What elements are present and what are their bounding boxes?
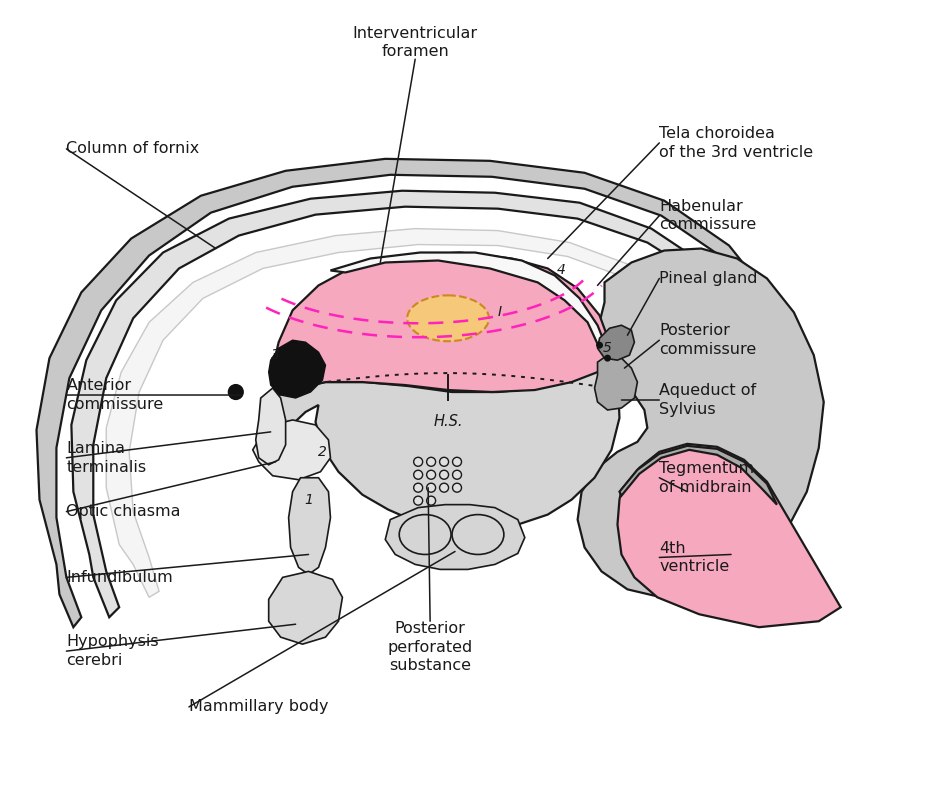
Polygon shape bbox=[385, 505, 525, 570]
Polygon shape bbox=[330, 253, 607, 350]
Text: Infundibulum: Infundibulum bbox=[66, 570, 173, 585]
Circle shape bbox=[440, 470, 448, 479]
Circle shape bbox=[414, 483, 422, 492]
Circle shape bbox=[414, 470, 422, 479]
Polygon shape bbox=[619, 446, 777, 505]
Text: 4th
ventricle: 4th ventricle bbox=[659, 541, 729, 574]
Circle shape bbox=[453, 458, 461, 466]
Polygon shape bbox=[594, 355, 637, 410]
Text: 4: 4 bbox=[557, 263, 566, 278]
Polygon shape bbox=[36, 159, 807, 627]
Text: I: I bbox=[498, 306, 502, 319]
Circle shape bbox=[453, 483, 461, 492]
Polygon shape bbox=[598, 326, 634, 360]
Polygon shape bbox=[271, 365, 619, 530]
Text: Optic chiasma: Optic chiasma bbox=[66, 504, 181, 519]
Text: Habenular
commissure: Habenular commissure bbox=[659, 199, 757, 233]
Text: Tela choroidea
of the 3rd ventricle: Tela choroidea of the 3rd ventricle bbox=[659, 126, 814, 160]
Circle shape bbox=[596, 342, 603, 349]
Circle shape bbox=[427, 483, 435, 492]
Text: Column of fornix: Column of fornix bbox=[66, 142, 200, 156]
Polygon shape bbox=[578, 249, 824, 598]
Text: 2: 2 bbox=[318, 445, 327, 459]
Text: Hypophysis
cerebri: Hypophysis cerebri bbox=[66, 634, 159, 668]
Polygon shape bbox=[72, 190, 769, 618]
Ellipse shape bbox=[452, 514, 504, 554]
Ellipse shape bbox=[407, 295, 489, 342]
Text: H.S.: H.S. bbox=[433, 414, 463, 429]
Text: Tegmentum
of midbrain: Tegmentum of midbrain bbox=[659, 461, 754, 494]
Text: 5: 5 bbox=[603, 341, 612, 355]
Polygon shape bbox=[253, 420, 330, 480]
Text: 3: 3 bbox=[272, 348, 280, 362]
Circle shape bbox=[427, 470, 435, 479]
Text: Anterior
commissure: Anterior commissure bbox=[66, 378, 164, 412]
Circle shape bbox=[604, 354, 611, 362]
Polygon shape bbox=[256, 388, 286, 465]
Text: Lamina
terminalis: Lamina terminalis bbox=[66, 441, 147, 474]
Polygon shape bbox=[272, 253, 609, 395]
Circle shape bbox=[414, 496, 422, 505]
Text: Interventricular
foramen: Interventricular foramen bbox=[352, 26, 478, 59]
Text: Aqueduct of
Sylvius: Aqueduct of Sylvius bbox=[659, 383, 756, 417]
Polygon shape bbox=[106, 229, 724, 598]
Circle shape bbox=[229, 385, 243, 399]
Text: 1: 1 bbox=[304, 493, 313, 506]
Ellipse shape bbox=[399, 514, 451, 554]
Circle shape bbox=[427, 496, 435, 505]
Polygon shape bbox=[288, 478, 330, 574]
Polygon shape bbox=[269, 571, 342, 644]
Text: Posterior
perforated
substance: Posterior perforated substance bbox=[388, 622, 472, 674]
Circle shape bbox=[453, 470, 461, 479]
Circle shape bbox=[440, 483, 448, 492]
Polygon shape bbox=[269, 340, 326, 398]
Polygon shape bbox=[618, 444, 841, 627]
Circle shape bbox=[427, 458, 435, 466]
Circle shape bbox=[440, 458, 448, 466]
Text: Posterior
commissure: Posterior commissure bbox=[659, 323, 757, 357]
Circle shape bbox=[414, 458, 422, 466]
Text: Mammillary body: Mammillary body bbox=[189, 699, 328, 714]
Text: Pineal gland: Pineal gland bbox=[659, 271, 758, 286]
